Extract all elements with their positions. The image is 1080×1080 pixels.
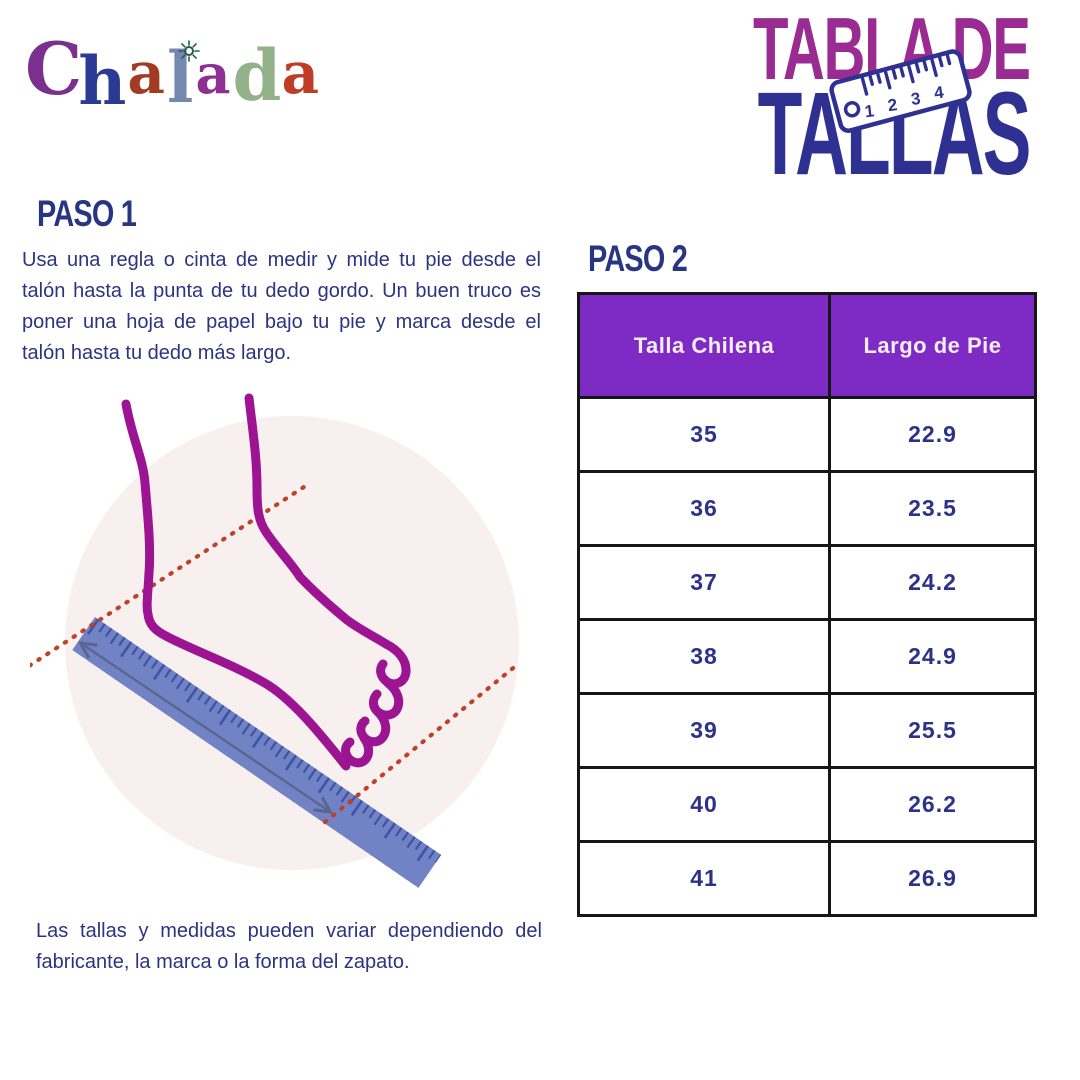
step2-heading: PASO 2 xyxy=(588,238,688,279)
table-header-row: Talla Chilena Largo de Pie xyxy=(577,292,1037,399)
table-row: 35 22.9 xyxy=(577,396,1037,473)
logo-letter: a xyxy=(127,39,165,108)
logo-flower-icon xyxy=(178,40,200,67)
table-cell: 40 xyxy=(577,766,831,843)
logo-letter: h xyxy=(78,41,127,120)
column-header-largo-de-pie: Largo de Pie xyxy=(828,292,1037,399)
tape-zero-mark xyxy=(843,101,861,118)
table-cell: 41 xyxy=(577,840,831,917)
logo-letter: C xyxy=(25,25,83,111)
step1-instructions: Usa una regla o cinta de medir y mide tu… xyxy=(22,249,541,364)
table-cell: 39 xyxy=(577,692,831,769)
svg-text:3: 3 xyxy=(910,89,922,109)
table-row: 39 25.5 xyxy=(577,692,1037,769)
table-cell: 25.5 xyxy=(828,692,1037,769)
table-cell: 38 xyxy=(577,618,831,695)
svg-text:2: 2 xyxy=(887,95,899,115)
table-row: 40 26.2 xyxy=(577,766,1037,843)
logo-letter: a xyxy=(281,39,320,108)
svg-text:1: 1 xyxy=(864,101,876,121)
table-cell: 24.9 xyxy=(828,618,1037,695)
table-cell: 37 xyxy=(577,544,831,621)
illustration-background-circle xyxy=(65,416,519,870)
table-cell: 22.9 xyxy=(828,396,1037,473)
logo-letter: a xyxy=(195,41,231,106)
table-row: 36 23.5 xyxy=(577,470,1037,547)
table-row: 37 24.2 xyxy=(577,544,1037,621)
table-row: 38 24.9 xyxy=(577,618,1037,695)
size-table: Talla Chilena Largo de Pie 35 22.9 36 23.5 3… xyxy=(577,292,1037,917)
table-cell: 26.9 xyxy=(828,840,1037,917)
foot-measurement-illustration xyxy=(9,388,530,888)
column-header-talla-chilena: Talla Chilena xyxy=(577,292,831,399)
measuring-tape-icon: 1 2 3 4 xyxy=(826,45,976,137)
table-cell: 26.2 xyxy=(828,766,1037,843)
svg-text:4: 4 xyxy=(933,83,945,103)
logo-letter: d xyxy=(232,33,282,117)
table-row: 41 26.9 xyxy=(577,840,1037,917)
step1-heading: PASO 1 xyxy=(37,193,137,234)
length-arrow xyxy=(82,644,329,811)
logo-letter: l xyxy=(166,35,194,119)
table-cell: 35 xyxy=(577,396,831,473)
table-cell: 24.2 xyxy=(828,544,1037,621)
disclaimer-text: Las tallas y medidas pueden variar depen… xyxy=(36,920,542,973)
table-cell: 36 xyxy=(577,470,831,547)
foot-outline xyxy=(121,393,411,771)
table-cell: 23.5 xyxy=(828,470,1037,547)
